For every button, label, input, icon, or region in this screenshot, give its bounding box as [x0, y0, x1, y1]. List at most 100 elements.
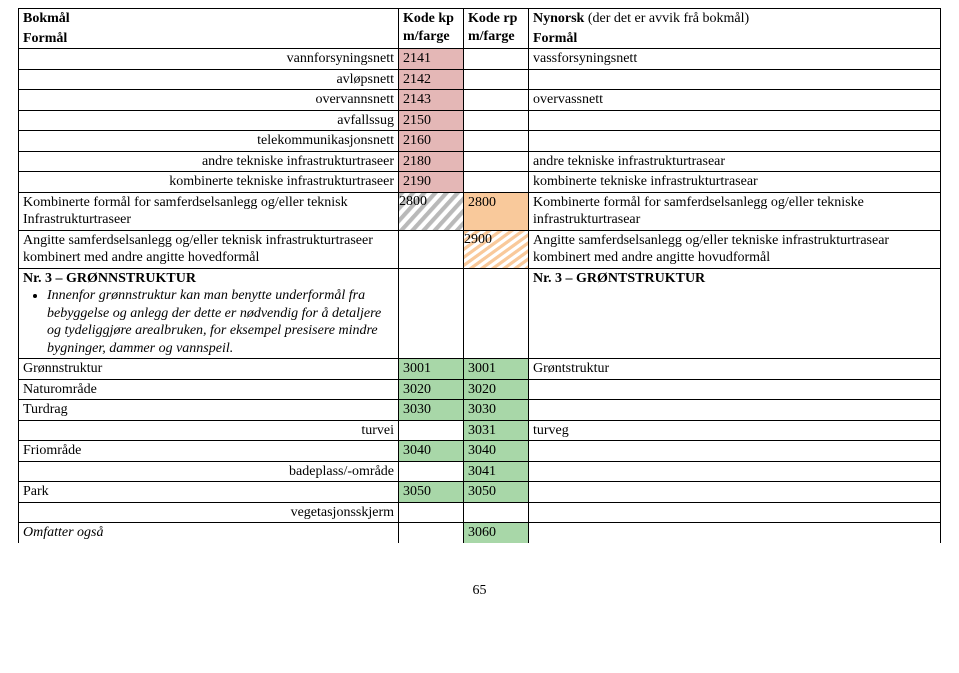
cell-nn: Angitte samferdselsanlegg og/eller tekni… [529, 230, 941, 268]
cell-rp: 3031 [464, 420, 529, 441]
cell-kp [399, 461, 464, 482]
hdr-nynorsk: Nynorsk (der det er avvik frå bokmål) [529, 9, 941, 29]
cell-rp-3060: 3060 [464, 523, 529, 543]
cell-kp [399, 502, 464, 523]
cell-rp [464, 151, 529, 172]
header-row-1: Bokmål Kode kp m/farge Kode rp m/farge N… [19, 9, 941, 29]
hdr-bokmal: Bokmål [19, 9, 399, 29]
table-row: vegetasjonsskjerm [19, 502, 941, 523]
table-row: turvei3031turveg [19, 420, 941, 441]
cell-nn [529, 461, 941, 482]
cell-kp: 3050 [399, 482, 464, 503]
table-row: Naturområde30203020 [19, 379, 941, 400]
row-angitte: Angitte samferdselsanlegg og/eller tekni… [19, 230, 941, 268]
table-row: kombinerte tekniske infrastrukturtraseer… [19, 172, 941, 193]
cell-bm: Friområde [19, 441, 399, 462]
cell-nn: Grøntstruktur [529, 359, 941, 380]
kp-2800-text: 2800 [399, 194, 427, 209]
cell-nn: turveg [529, 420, 941, 441]
cell-nn [529, 441, 941, 462]
hdr-nynorsk-note: (der det er avvik frå bokmål) [588, 11, 749, 26]
cell-rp-2900-diag: 2900 [464, 230, 529, 268]
cell-bm: avløpsnett [19, 69, 399, 90]
cell-bm: overvannsnett [19, 90, 399, 111]
hdr-kode-kp-l1: Kode kp [403, 11, 454, 26]
cell-nn [529, 482, 941, 503]
cell-bm: Park [19, 482, 399, 503]
hdr-formal-bm: Formål [19, 29, 399, 49]
cell-bm: Angitte samferdselsanlegg og/eller tekni… [19, 230, 399, 268]
cell-nn [529, 502, 941, 523]
planning-codes-table: Bokmål Kode kp m/farge Kode rp m/farge N… [18, 8, 941, 543]
cell-kp-empty [399, 523, 464, 543]
cell-bm: badeplass/-område [19, 461, 399, 482]
cell-bm: Naturområde [19, 379, 399, 400]
cell-rp [464, 110, 529, 131]
hdr-kode-rp: Kode rp m/farge [464, 9, 529, 49]
hdr-nynorsk-word: Nynorsk [533, 11, 584, 26]
cell-nn [529, 400, 941, 421]
hdr-kode-rp-l1: Kode rp [468, 11, 517, 26]
cell-nr3-bm: Nr. 3 – GRØNNSTRUKTUR Innenfor grønnstru… [19, 268, 399, 359]
table-row: Grønnstruktur30013001Grøntstruktur [19, 359, 941, 380]
cell-kp: 2190 [399, 172, 464, 193]
cell-nn [529, 131, 941, 152]
cell-bm: kombinerte tekniske infrastrukturtraseer [19, 172, 399, 193]
table-row: overvannsnett2143overvassnett [19, 90, 941, 111]
cell-rp [464, 131, 529, 152]
cell-rp [464, 502, 529, 523]
cell-kp-2800-diag: 2800 [399, 192, 464, 230]
rp-2900-text: 2900 [464, 232, 492, 247]
nr3-bm-note: Innenfor grønnstruktur kan man benytte u… [47, 287, 394, 357]
cell-nn: andre tekniske infrastrukturtrasear [529, 151, 941, 172]
cell-rp [464, 90, 529, 111]
table-row: andre tekniske infrastrukturtraseer2180 a… [19, 151, 941, 172]
cell-nn: vassforsyningsnett [529, 49, 941, 70]
cell-nn [529, 379, 941, 400]
table-row: avløpsnett2142 [19, 69, 941, 90]
cell-nn [529, 110, 941, 131]
cell-kp: 2150 [399, 110, 464, 131]
cell-rp [464, 172, 529, 193]
hdr-formal-nn: Formål [529, 29, 941, 49]
cell-nn: Kombinerte formål for samferdselsanlegg … [529, 192, 941, 230]
cell-rp-empty [464, 268, 529, 359]
cell-kp: 3001 [399, 359, 464, 380]
nr3-nn-title: Nr. 3 – GRØNTSTRUKTUR [533, 271, 705, 286]
cell-rp: 3040 [464, 441, 529, 462]
page-number: 65 [18, 583, 941, 599]
cell-nn: kombinerte tekniske infrastrukturtrasear [529, 172, 941, 193]
cell-bm: vannforsyningsnett [19, 49, 399, 70]
cell-rp-2800: 2800 [464, 192, 529, 230]
hdr-kode-kp: Kode kp m/farge [399, 9, 464, 49]
cell-bm: vegetasjonsskjerm [19, 502, 399, 523]
cell-bm: Turdrag [19, 400, 399, 421]
nr3-bm-title: Nr. 3 – GRØNNSTRUKTUR [23, 271, 196, 286]
cell-rp [464, 49, 529, 70]
cell-kp: 2180 [399, 151, 464, 172]
table-row: vannforsyningsnett2141 vassforsyningsnett [19, 49, 941, 70]
row-omfatter: Omfatter også 3060 [19, 523, 941, 543]
hdr-kode-rp-l2: m/farge [468, 29, 515, 44]
table-row: badeplass/-område3041 [19, 461, 941, 482]
cell-omfatter-bm: Omfatter også [19, 523, 399, 543]
hdr-kode-kp-l2: m/farge [403, 29, 450, 44]
row-kombinerte: Kombinerte formål for samferdselsanlegg … [19, 192, 941, 230]
table-row: Turdrag30303030 [19, 400, 941, 421]
cell-bm: avfallssug [19, 110, 399, 131]
cell-bm: Grønnstruktur [19, 359, 399, 380]
cell-nn: overvassnett [529, 90, 941, 111]
cell-kp: 2141 [399, 49, 464, 70]
table-row: Park30503050 [19, 482, 941, 503]
cell-bm: andre tekniske infrastrukturtraseer [19, 151, 399, 172]
cell-kp: 3030 [399, 400, 464, 421]
cell-kp: 3040 [399, 441, 464, 462]
cell-kp-empty [399, 268, 464, 359]
cell-rp: 3020 [464, 379, 529, 400]
table-row: Friområde30403040 [19, 441, 941, 462]
cell-kp-empty [399, 230, 464, 268]
cell-nn-empty [529, 523, 941, 543]
cell-bm: telekommunikasjonsnett [19, 131, 399, 152]
table-row: avfallssug2150 [19, 110, 941, 131]
cell-nn [529, 69, 941, 90]
